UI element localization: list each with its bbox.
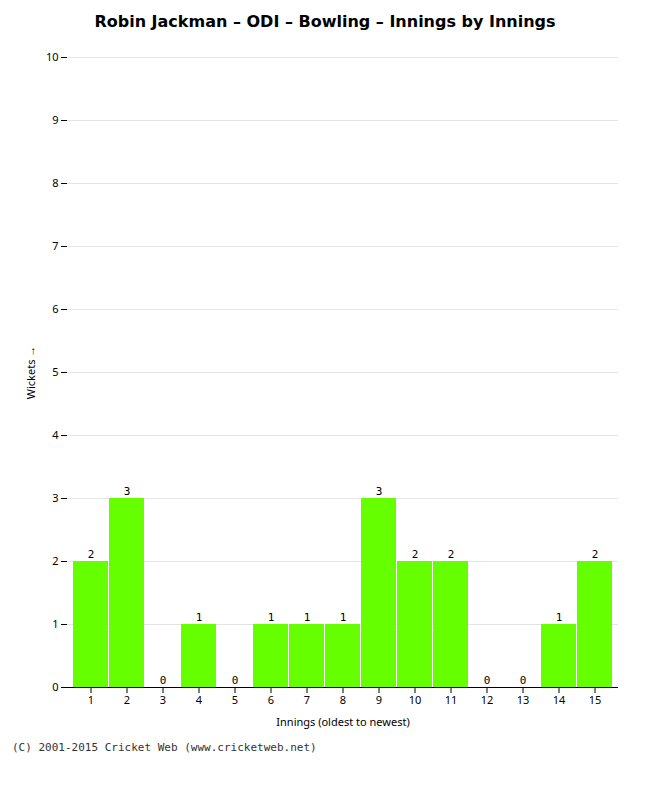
svg-text:0: 0 bbox=[160, 674, 167, 687]
svg-text:2: 2 bbox=[412, 548, 419, 561]
svg-text:2: 2 bbox=[88, 548, 95, 561]
svg-text:14: 14 bbox=[553, 692, 566, 707]
svg-text:1: 1 bbox=[88, 692, 94, 707]
svg-text:10: 10 bbox=[409, 692, 422, 707]
svg-text:3: 3 bbox=[160, 692, 166, 707]
svg-text:0: 0 bbox=[520, 674, 527, 687]
svg-text:1: 1 bbox=[556, 611, 563, 624]
svg-text:9: 9 bbox=[376, 692, 382, 707]
svg-text:4: 4 bbox=[52, 427, 59, 442]
svg-text:Innings (oldest to newest): Innings (oldest to newest) bbox=[276, 714, 409, 729]
svg-text:1: 1 bbox=[304, 611, 311, 624]
svg-text:2: 2 bbox=[592, 548, 599, 561]
svg-text:5: 5 bbox=[232, 692, 238, 707]
svg-text:3: 3 bbox=[376, 485, 383, 498]
svg-text:15: 15 bbox=[589, 692, 602, 707]
svg-text:11: 11 bbox=[445, 692, 458, 707]
svg-text:8: 8 bbox=[340, 692, 346, 707]
svg-text:8: 8 bbox=[52, 175, 58, 190]
svg-text:0: 0 bbox=[52, 679, 58, 694]
svg-text:0: 0 bbox=[232, 674, 239, 687]
svg-text:7: 7 bbox=[304, 692, 310, 707]
svg-text:2: 2 bbox=[52, 553, 58, 568]
svg-text:5: 5 bbox=[52, 364, 58, 379]
svg-text:2: 2 bbox=[448, 548, 455, 561]
html-text:(C) 2001-2015 Cricket Web (www: (C) 2001-2015 Cricket Web (www.cricketwe… bbox=[12, 741, 317, 754]
svg-text:6: 6 bbox=[52, 301, 58, 316]
svg-text:3: 3 bbox=[124, 485, 131, 498]
svg-text:1: 1 bbox=[196, 611, 203, 624]
svg-text:1: 1 bbox=[52, 616, 58, 631]
svg-text:6: 6 bbox=[268, 692, 274, 707]
svg-text:3: 3 bbox=[52, 490, 58, 505]
svg-text:1: 1 bbox=[340, 611, 347, 624]
svg-text:4: 4 bbox=[196, 692, 203, 707]
svg-text:0: 0 bbox=[484, 674, 491, 687]
svg-text:10: 10 bbox=[46, 49, 59, 64]
svg-text:7: 7 bbox=[52, 238, 58, 253]
html-text:Robin Jackman – ODI – Bowling: Robin Jackman – ODI – Bowling – Innings … bbox=[94, 12, 556, 31]
svg-text:Wickets →: Wickets → bbox=[23, 346, 38, 400]
svg-text:9: 9 bbox=[52, 112, 58, 127]
svg-text:1: 1 bbox=[268, 611, 275, 624]
svg-text:2: 2 bbox=[124, 692, 130, 707]
svg-text:12: 12 bbox=[481, 692, 494, 707]
svg-text:13: 13 bbox=[517, 692, 530, 707]
